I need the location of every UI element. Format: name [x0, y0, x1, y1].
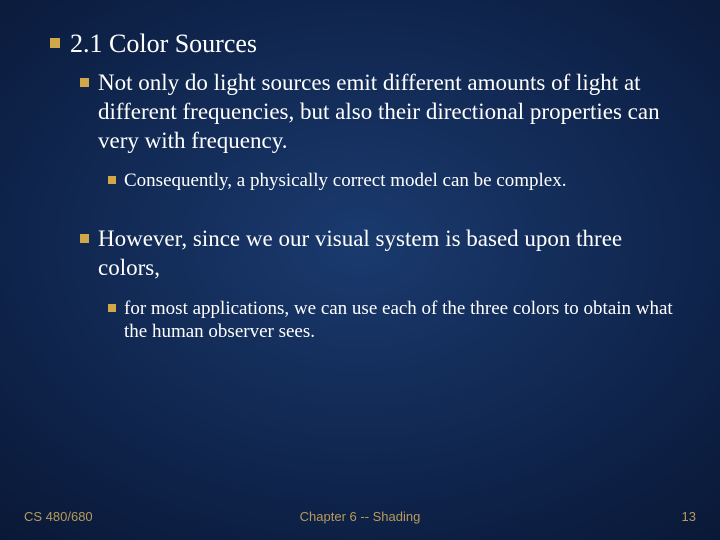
slide-title: 2.1 Color Sources	[70, 28, 257, 59]
footer: CS 480/680 Chapter 6 -- Shading 13	[0, 509, 720, 524]
square-bullet-icon	[50, 38, 60, 48]
point-1a-text: Consequently, a physically correct model…	[124, 169, 566, 193]
footer-left: CS 480/680	[24, 509, 93, 524]
square-bullet-icon	[108, 304, 116, 312]
square-bullet-icon	[108, 176, 116, 184]
slide: 2.1 Color Sources Not only do light sour…	[0, 0, 720, 540]
square-bullet-icon	[80, 78, 89, 87]
point-1a: Consequently, a physically correct model…	[108, 169, 680, 193]
square-bullet-icon	[80, 234, 89, 243]
point-1: Not only do light sources emit different…	[80, 69, 680, 155]
footer-page-number: 13	[682, 509, 696, 524]
point-2a-text: for most applications, we can use each o…	[124, 297, 680, 345]
point-2a: for most applications, we can use each o…	[108, 297, 680, 345]
point-1-text: Not only do light sources emit different…	[98, 69, 680, 155]
footer-center: Chapter 6 -- Shading	[300, 509, 421, 524]
title-row: 2.1 Color Sources	[50, 28, 680, 59]
point-2: However, since we our visual system is b…	[80, 225, 680, 283]
point-2-text: However, since we our visual system is b…	[98, 225, 680, 283]
